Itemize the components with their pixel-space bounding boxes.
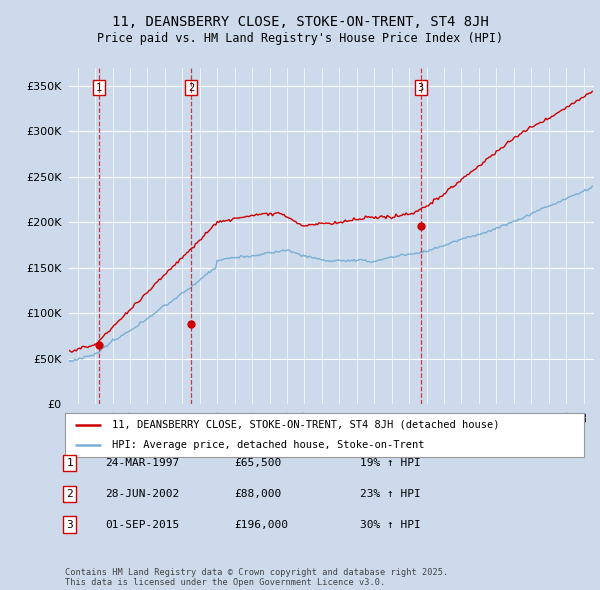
Text: 24-MAR-1997: 24-MAR-1997 <box>105 458 179 468</box>
Text: 2: 2 <box>188 83 194 93</box>
Text: 3: 3 <box>66 520 73 529</box>
Text: 2: 2 <box>66 489 73 499</box>
Text: £88,000: £88,000 <box>234 489 281 499</box>
Text: 23% ↑ HPI: 23% ↑ HPI <box>360 489 421 499</box>
Text: 1: 1 <box>96 83 102 93</box>
Text: 01-SEP-2015: 01-SEP-2015 <box>105 520 179 529</box>
Text: HPI: Average price, detached house, Stoke-on-Trent: HPI: Average price, detached house, Stok… <box>112 440 424 450</box>
Text: 3: 3 <box>418 83 424 93</box>
Text: Contains HM Land Registry data © Crown copyright and database right 2025.
This d: Contains HM Land Registry data © Crown c… <box>65 568 448 587</box>
Text: 28-JUN-2002: 28-JUN-2002 <box>105 489 179 499</box>
Text: 19% ↑ HPI: 19% ↑ HPI <box>360 458 421 468</box>
Text: £65,500: £65,500 <box>234 458 281 468</box>
Text: £196,000: £196,000 <box>234 520 288 529</box>
Text: Price paid vs. HM Land Registry's House Price Index (HPI): Price paid vs. HM Land Registry's House … <box>97 32 503 45</box>
Text: 11, DEANSBERRY CLOSE, STOKE-ON-TRENT, ST4 8JH: 11, DEANSBERRY CLOSE, STOKE-ON-TRENT, ST… <box>112 15 488 29</box>
Text: 30% ↑ HPI: 30% ↑ HPI <box>360 520 421 529</box>
Text: 1: 1 <box>66 458 73 468</box>
Text: 11, DEANSBERRY CLOSE, STOKE-ON-TRENT, ST4 8JH (detached house): 11, DEANSBERRY CLOSE, STOKE-ON-TRENT, ST… <box>112 420 499 430</box>
